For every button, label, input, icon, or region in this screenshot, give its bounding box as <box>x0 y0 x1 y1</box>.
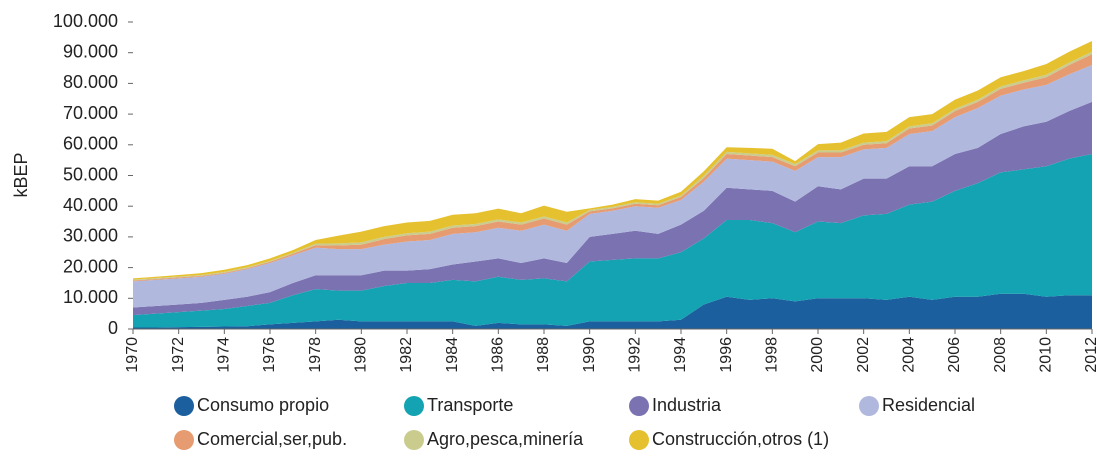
y-tick-label: 50.000 <box>63 164 118 184</box>
y-tick-label: 10.000 <box>63 287 118 307</box>
legend-swatch <box>174 396 194 416</box>
x-tick-label: 2008 <box>992 337 1009 373</box>
x-tick-label: 2012 <box>1083 337 1097 373</box>
y-tick-label: 60.000 <box>63 134 118 154</box>
y-tick-label: 0 <box>108 318 118 338</box>
y-tick-label: 40.000 <box>63 195 118 215</box>
x-tick-label: 1988 <box>535 337 552 373</box>
legend-item: Residencial <box>859 395 975 416</box>
y-tick-label: 80.000 <box>63 72 118 92</box>
x-tick-label: 1970 <box>124 337 141 373</box>
x-tick-label: 1982 <box>398 337 415 373</box>
legend-item: Agro,pesca,minería <box>404 429 584 450</box>
area <box>133 154 1092 328</box>
legend-swatch <box>629 396 649 416</box>
area <box>133 293 1092 329</box>
y-tick-label: 30.000 <box>63 226 118 246</box>
x-tick-label: 1992 <box>627 337 644 373</box>
x-tick-label: 1984 <box>444 337 461 373</box>
legend-label: Consumo propio <box>197 395 329 415</box>
x-tick-label: 1974 <box>216 337 233 373</box>
legend-label: Industria <box>652 395 722 415</box>
legend-swatch <box>404 430 424 450</box>
x-tick-label: 1990 <box>581 337 598 373</box>
x-tick-label: 2002 <box>855 337 872 373</box>
x-tick-label: 1998 <box>764 337 781 373</box>
legend-swatch <box>629 430 649 450</box>
x-tick-label: 1980 <box>353 337 370 373</box>
legend-label: Transporte <box>427 395 513 415</box>
legend-swatch <box>859 396 879 416</box>
legend-swatch <box>404 396 424 416</box>
legend-item: Comercial,ser,pub. <box>174 429 347 450</box>
y-tick-label: 90.000 <box>63 41 118 61</box>
legend-item: Consumo propio <box>174 395 329 416</box>
area <box>133 64 1092 308</box>
x-tick-label: 2000 <box>809 337 826 373</box>
x-tick-label: 1986 <box>490 337 507 373</box>
x-tick-label: 2010 <box>1038 337 1055 373</box>
x-tick-label: 1996 <box>718 337 735 373</box>
x-tick-label: 1976 <box>261 337 278 373</box>
legend-label: Construcción,otros (1) <box>652 429 829 449</box>
x-tick-label: 1978 <box>307 337 324 373</box>
legend-label: Comercial,ser,pub. <box>197 429 347 449</box>
x-tick-label: 2004 <box>901 337 918 373</box>
legend-label: Agro,pesca,minería <box>427 429 584 449</box>
x-tick-label: 1994 <box>672 337 689 373</box>
y-axis-label: kBEP <box>11 152 31 197</box>
y-tick-label: 20.000 <box>63 256 118 276</box>
x-tick-label: 1972 <box>170 337 187 373</box>
legend-item: Industria <box>629 395 722 416</box>
x-tick-label: 2006 <box>946 337 963 373</box>
y-tick-label: 70.000 <box>63 103 118 123</box>
legend-label: Residencial <box>882 395 975 415</box>
y-tick-label: 100.000 <box>53 11 118 31</box>
legend-item: Transporte <box>404 395 513 416</box>
legend-swatch <box>174 430 194 450</box>
legend-item: Construcción,otros (1) <box>629 429 829 450</box>
